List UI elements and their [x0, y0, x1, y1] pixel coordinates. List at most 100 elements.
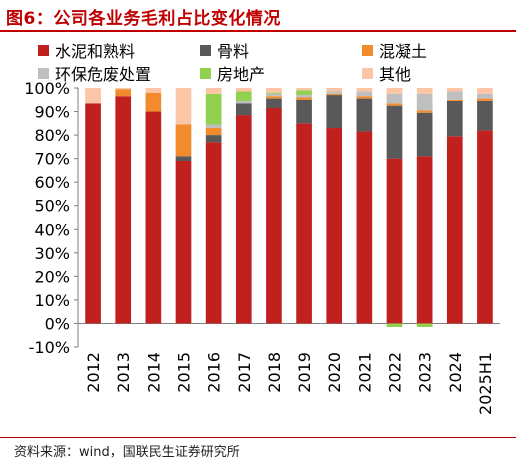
bar-segment: [205, 124, 222, 129]
bar-segment: [296, 95, 312, 98]
bar-segment: [296, 90, 312, 96]
bar-segment: [326, 93, 343, 96]
bar-segment: [235, 103, 252, 116]
x-tick-label: 2022: [386, 352, 405, 393]
y-tick-label: 10%: [34, 291, 70, 310]
bar-segment: [235, 88, 252, 92]
x-tick-label: 2025H1: [476, 352, 495, 415]
source-note: 资料来源：wind，国联民生证券研究所: [14, 445, 240, 460]
bar-segment: [296, 99, 312, 124]
bar-segment: [416, 323, 433, 327]
legend-item: 其他: [362, 61, 411, 85]
bar-segment: [266, 96, 282, 99]
legend-swatch: [38, 44, 49, 56]
bar-segment: [446, 91, 463, 100]
bar-segment: [386, 93, 403, 104]
bar-segment: [386, 103, 403, 106]
bar-segment: [205, 142, 222, 324]
legend-swatch: [38, 67, 49, 79]
bar-segment: [477, 130, 493, 324]
y-tick-label: 40%: [34, 220, 70, 239]
bar-segment: [115, 88, 132, 90]
bar-segment: [205, 135, 222, 143]
legend-label: 混凝土: [379, 42, 428, 61]
bar-segment: [356, 88, 373, 92]
y-tick-label: 20%: [34, 267, 70, 286]
bar-segment: [266, 108, 282, 324]
bar-segment: [416, 93, 433, 111]
bar-segment: [326, 128, 343, 324]
bar-segment: [175, 124, 192, 157]
legend-swatch: [200, 44, 211, 56]
x-tick-label: 2020: [325, 352, 344, 393]
x-tick-label: 2012: [84, 352, 103, 393]
source-rule: [0, 437, 516, 438]
x-tick-label: 2014: [144, 352, 163, 393]
x-tick-label: 2024: [446, 352, 465, 393]
x-tick-label: 2021: [355, 352, 374, 393]
bar-segment: [175, 160, 192, 324]
legend-label: 房地产: [217, 65, 266, 84]
bar-segment: [296, 97, 312, 100]
legend-label: 水泥和熟料: [55, 42, 136, 61]
bar-segment: [145, 88, 162, 93]
bar-segment: [205, 93, 222, 125]
bar-segment: [446, 136, 463, 324]
legend-item: 环保危废处置: [38, 61, 151, 85]
bar-segment: [446, 88, 463, 92]
y-tick-label: 90%: [34, 103, 70, 122]
bar-segment: [235, 100, 252, 104]
legend-item: 水泥和熟料: [38, 38, 135, 62]
legend-swatch: [200, 67, 211, 79]
legend-label: 其他: [379, 65, 412, 84]
y-tick-label: 60%: [34, 173, 70, 192]
legend-item: 混凝土: [362, 38, 427, 62]
x-tick-label: 2016: [205, 352, 224, 393]
x-tick-label: 2013: [114, 352, 133, 393]
y-tick-label: 30%: [34, 244, 70, 263]
legend-swatch: [362, 44, 373, 56]
legend-swatch: [362, 67, 373, 79]
bar-segment: [477, 88, 493, 94]
bar-segment: [175, 156, 192, 161]
bar-segment: [386, 105, 403, 159]
bar-segment: [296, 123, 312, 324]
y-tick-label: 0%: [45, 314, 70, 333]
bar-segment: [446, 99, 463, 101]
legend-item: 骨料: [200, 38, 249, 62]
bar-segment: [145, 111, 162, 324]
bar-segment: [356, 91, 373, 97]
bar-segment: [205, 88, 222, 94]
bar-segment: [115, 89, 132, 97]
legend-item: 房地产: [200, 61, 265, 85]
bar-segment: [477, 100, 493, 131]
bar-segment: [356, 98, 373, 132]
bar-segment: [266, 92, 282, 94]
bar-segment: [356, 131, 373, 324]
legend-label: 骨料: [217, 42, 250, 61]
bar-segment: [235, 91, 252, 101]
chart-title: 图6：公司各业务毛利占比变化情况: [6, 9, 281, 29]
y-tick-label: 80%: [34, 126, 70, 145]
bar-segment: [175, 88, 192, 125]
x-tick-label: 2017: [235, 352, 254, 393]
bar-segment: [326, 91, 343, 94]
y-tick-label: 50%: [34, 197, 70, 216]
y-tick-label: -10%: [29, 338, 70, 357]
chart-legend: 水泥和熟料 骨料 混凝土环保危废处置 房地产 其他: [0, 36, 516, 85]
bar-segment: [386, 88, 403, 94]
bar-segment: [115, 96, 132, 324]
bar-segment: [205, 128, 222, 136]
x-tick-label: 2019: [295, 352, 314, 393]
bar-segment: [416, 110, 433, 113]
x-tick-label: 2023: [416, 352, 435, 393]
bar-segment: [85, 88, 101, 104]
bar-segment: [235, 115, 252, 324]
bar-segment: [477, 93, 493, 99]
y-tick-label: 70%: [34, 150, 70, 169]
bar-segment: [416, 156, 433, 324]
bar-segment: [85, 103, 101, 324]
title-rule: [0, 30, 516, 32]
